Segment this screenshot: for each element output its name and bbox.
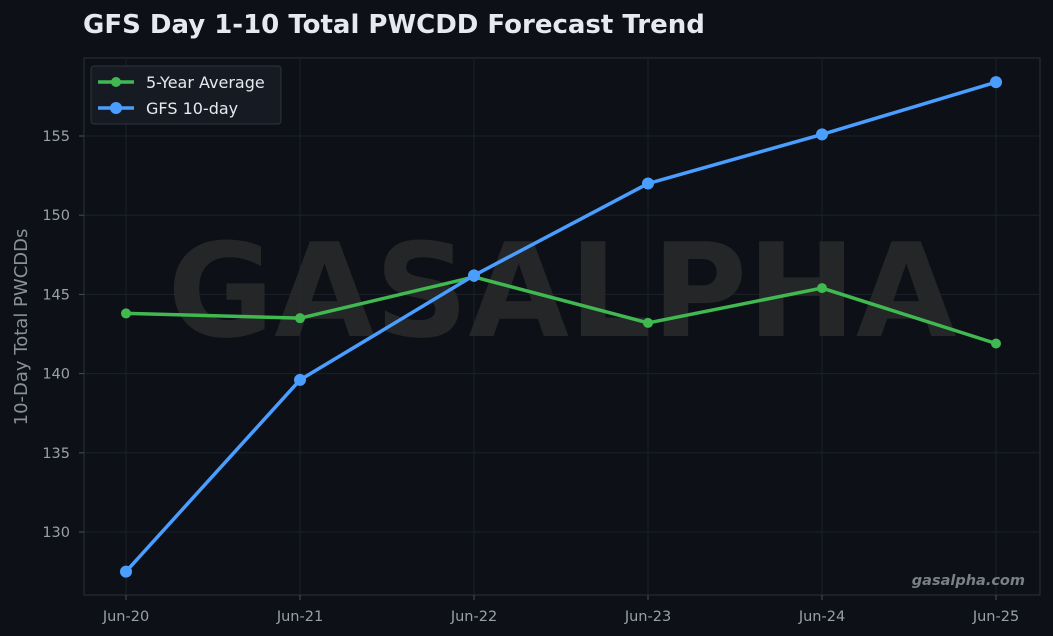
- axes: Jun-20 Jun-21 Jun-22 Jun-23 Jun-24 Jun-25 130 1…: [42, 129, 1019, 625]
- grid: [84, 58, 1040, 595]
- series-1-point: [294, 373, 306, 386]
- chart-title: GFS Day 1-10 Total PWCDD Forecast Trend: [83, 10, 705, 40]
- watermark: GASALPHA: [167, 215, 956, 367]
- credit: gasalpha.com: [912, 573, 1025, 589]
- legend-marker: [111, 77, 121, 87]
- series-0-point: [295, 313, 305, 324]
- x-tick-label: Jun-21: [276, 609, 323, 625]
- series-1-point: [816, 128, 828, 141]
- series-line-1: [124, 80, 998, 574]
- series-1-point: [468, 269, 480, 282]
- legend-marker: [110, 102, 122, 114]
- series-0-point: [817, 283, 827, 294]
- x-tick-label: Jun-22: [450, 609, 497, 625]
- y-tick-label: 135: [42, 446, 70, 462]
- plot-background: [83, 57, 1041, 596]
- series-line-0: [124, 275, 998, 346]
- x-tick-label: Jun-25: [972, 609, 1019, 625]
- legend-box: [90, 65, 282, 125]
- series-0-point: [643, 317, 653, 328]
- x-tick-label: Jun-23: [624, 609, 671, 625]
- series-0-point: [991, 338, 1001, 349]
- y-tick-label: 130: [42, 525, 70, 541]
- y-tick-label: 150: [42, 208, 70, 224]
- y-tick-label: 155: [42, 129, 70, 145]
- y-tick-label: 140: [42, 367, 70, 383]
- x-tick-label: Jun-20: [102, 609, 149, 625]
- series-0-point: [121, 308, 131, 319]
- legend-label: GFS 10-day: [146, 99, 238, 118]
- legend: 5-Year Average GFS 10-day: [90, 65, 282, 125]
- y-tick-label: 145: [42, 287, 70, 303]
- legend-label: 5-Year Average: [146, 73, 265, 92]
- series-1-point: [990, 76, 1002, 89]
- y-axis-label: 10-Day Total PWCDDs: [11, 229, 32, 426]
- x-tick-label: Jun-24: [798, 609, 845, 625]
- series-1-point: [120, 565, 132, 578]
- series: [120, 76, 1002, 578]
- series-1-point: [642, 177, 654, 190]
